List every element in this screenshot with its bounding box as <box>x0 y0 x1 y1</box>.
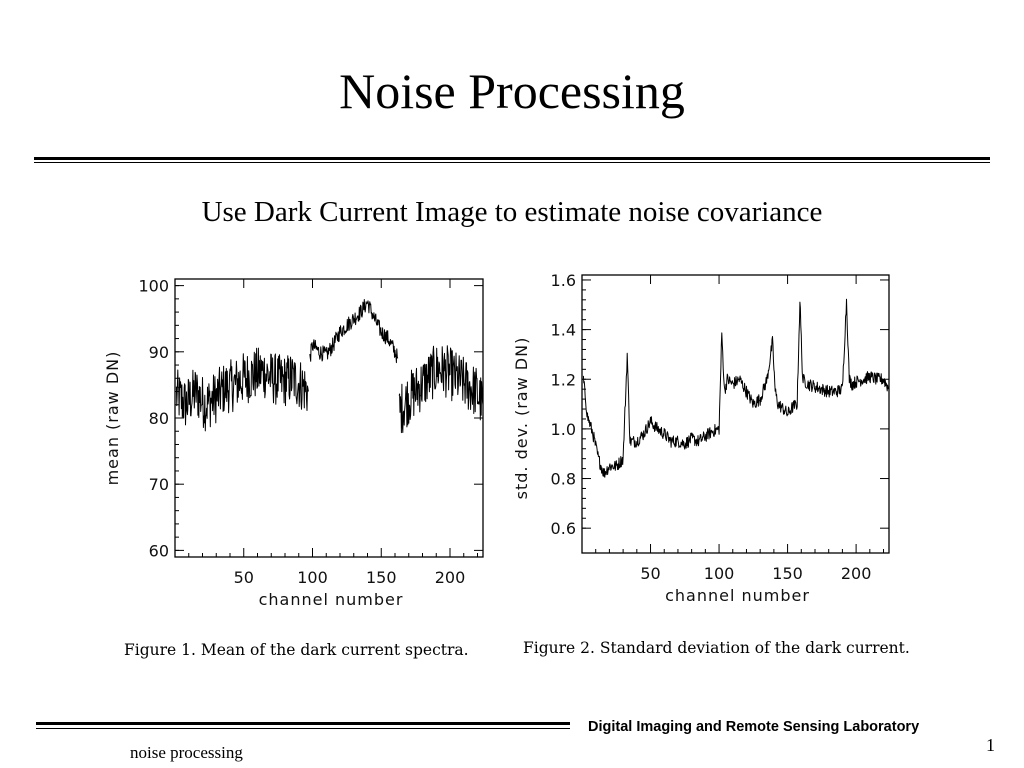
figure1-caption: Figure 1. Mean of the dark current spect… <box>124 641 469 659</box>
stddev-ytick-label: 1.2 <box>551 370 576 389</box>
slide-title: Noise Processing <box>339 63 685 119</box>
mean-ytick-label: 70 <box>149 475 169 494</box>
mean-ytick-label: 100 <box>138 277 169 296</box>
stddev-ytick-label: 1.4 <box>551 321 576 340</box>
chart-mean: 50 100 150 200 60 70 80 90 100 channel number mean… <box>103 277 484 609</box>
slide-subtitle: Use Dark Current Image to estimate noise… <box>201 196 823 228</box>
stddev-ytick-label: 0.6 <box>551 519 576 538</box>
figure2-caption: Figure 2. Standard deviation of the dark… <box>523 639 910 657</box>
stddev-plot-frame <box>581 274 890 554</box>
stddev-xtick-label: 100 <box>704 564 735 583</box>
stddev-series-line <box>582 298 890 478</box>
stddev-ytick-label: 0.8 <box>551 470 576 489</box>
stddev-ylabel: std. dev. (raw DN) <box>512 337 531 500</box>
mean-xtick-label: 150 <box>366 568 397 587</box>
stddev-ytick-label: 1.0 <box>551 420 576 439</box>
footer-lab-name: Digital Imaging and Remote Sensing Labor… <box>588 719 920 735</box>
mean-ylabel: mean (raw DN) <box>103 351 122 486</box>
mean-series-line <box>175 347 309 432</box>
mean-xtick-label: 200 <box>435 568 466 587</box>
stddev-xtick-label: 200 <box>841 564 872 583</box>
stddev-xlabel: channel number <box>665 586 810 605</box>
mean-series-line <box>309 299 399 364</box>
stddev-xtick-label: 50 <box>640 564 660 583</box>
mean-ytick-label: 60 <box>149 541 169 560</box>
title-rule-thin <box>34 162 990 163</box>
mean-plot-frame <box>174 278 484 558</box>
stddev-ytick-label: 1.6 <box>551 271 576 290</box>
footer-rule-thin <box>36 728 570 729</box>
mean-series-line <box>398 345 484 434</box>
footer-section-label: noise processing <box>130 743 243 762</box>
mean-xtick-label: 50 <box>234 568 254 587</box>
footer-rule-thick <box>36 722 570 725</box>
mean-xlabel: channel number <box>259 590 404 609</box>
mean-ytick-label: 90 <box>149 343 169 362</box>
stddev-xtick-label: 150 <box>772 564 803 583</box>
mean-xtick-label: 100 <box>297 568 328 587</box>
chart-stddev: 50 100 150 200 0.6 0.8 1.0 1.2 1.4 1.6 channel num… <box>512 271 890 605</box>
title-rule-thick <box>34 157 990 160</box>
mean-ytick-label: 80 <box>149 409 169 428</box>
page-number: 1 <box>986 735 995 755</box>
